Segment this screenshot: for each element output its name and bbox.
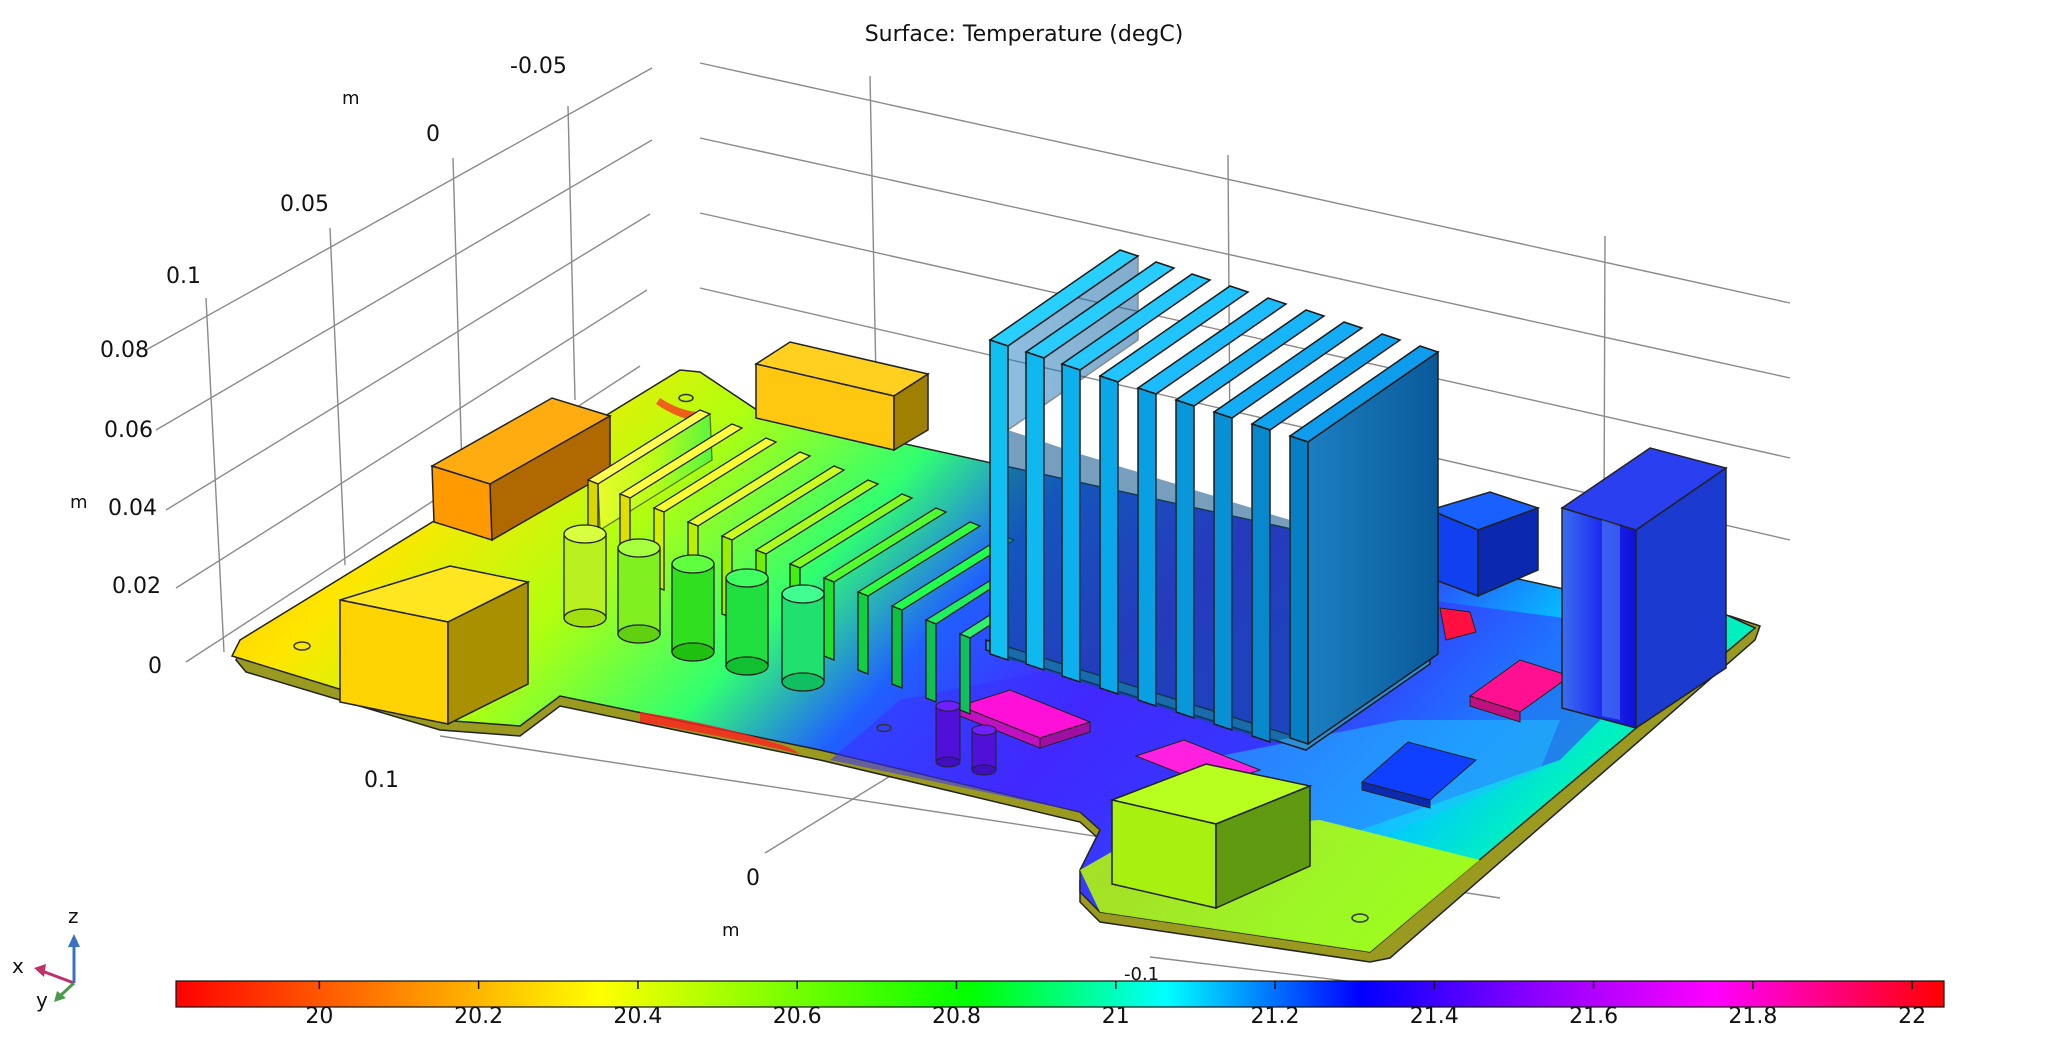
colorbar-tick-label: 21.4 <box>1409 1004 1459 1029</box>
z-tick-label: 0.06 <box>104 418 153 443</box>
colorbar-tick-label: 21.6 <box>1569 1004 1619 1029</box>
large-heatsink <box>985 249 1440 751</box>
colorbar-tick-label: 20.2 <box>454 1004 504 1029</box>
purple-capacitor-2 <box>971 724 997 776</box>
colorbar-tick-label: 20 <box>305 1004 334 1029</box>
colorbar-tick-label: 22 <box>1898 1004 1927 1029</box>
x-tick-label: -0.1 <box>1124 964 1160 985</box>
colorbar-tick-label: 21 <box>1101 1004 1130 1029</box>
small-heatsink <box>586 409 1016 715</box>
z-axis-unit: m <box>70 492 88 513</box>
colorbar-gradient <box>175 980 1945 1008</box>
x-axis-unit: m <box>722 920 740 941</box>
color-legend <box>175 980 1945 1008</box>
magenta-pad-1 <box>958 689 1092 749</box>
x-tick-label: 0 <box>746 866 760 891</box>
blue-block-right <box>1427 491 1541 598</box>
z-tick-label: 0 <box>148 654 162 679</box>
z-tick-label: 0.02 <box>112 574 161 599</box>
tall-block <box>1560 447 1728 730</box>
triad-y-label: y <box>36 988 48 1012</box>
z-tick-label: 0.08 <box>100 338 149 363</box>
triad-x-label: x <box>12 954 24 978</box>
colorbar-tick-label: 20.6 <box>772 1004 822 1029</box>
y-tick-label: 0 <box>426 122 440 147</box>
colorbar-tick-label: 21.8 <box>1728 1004 1778 1029</box>
capacitor-3 <box>671 554 715 662</box>
green-block-front <box>1109 763 1313 910</box>
y-tick-label: -0.05 <box>510 54 567 79</box>
capacitor-2 <box>617 538 661 644</box>
capacitor-1 <box>563 524 607 628</box>
y-axis-unit: m <box>342 88 360 109</box>
colorbar-tick-label: 20.4 <box>613 1004 663 1029</box>
capacitor-4 <box>725 568 769 676</box>
yellow-block-back <box>754 341 930 452</box>
x-tick-label: 0.1 <box>364 768 399 793</box>
axis-triad <box>34 934 80 1002</box>
colorbar-tick-label: 20.8 <box>931 1004 981 1029</box>
z-tick-label: 0.04 <box>108 496 157 521</box>
y-tick-label: 0.05 <box>280 192 329 217</box>
colorbar-tick-label: 21.2 <box>1250 1004 1300 1029</box>
purple-capacitor-1 <box>935 700 961 768</box>
plot-title: Surface: Temperature (degC) <box>864 22 1184 47</box>
triad-z-label: z <box>68 904 79 928</box>
orange-block-back <box>430 397 612 542</box>
colorbar-ticks <box>318 981 1913 989</box>
yellow-block-front <box>339 565 531 726</box>
red-pad <box>1439 607 1477 641</box>
capacitor-5 <box>781 584 825 692</box>
y-tick-label: 0.1 <box>166 264 201 289</box>
blue-pad <box>1360 741 1478 809</box>
